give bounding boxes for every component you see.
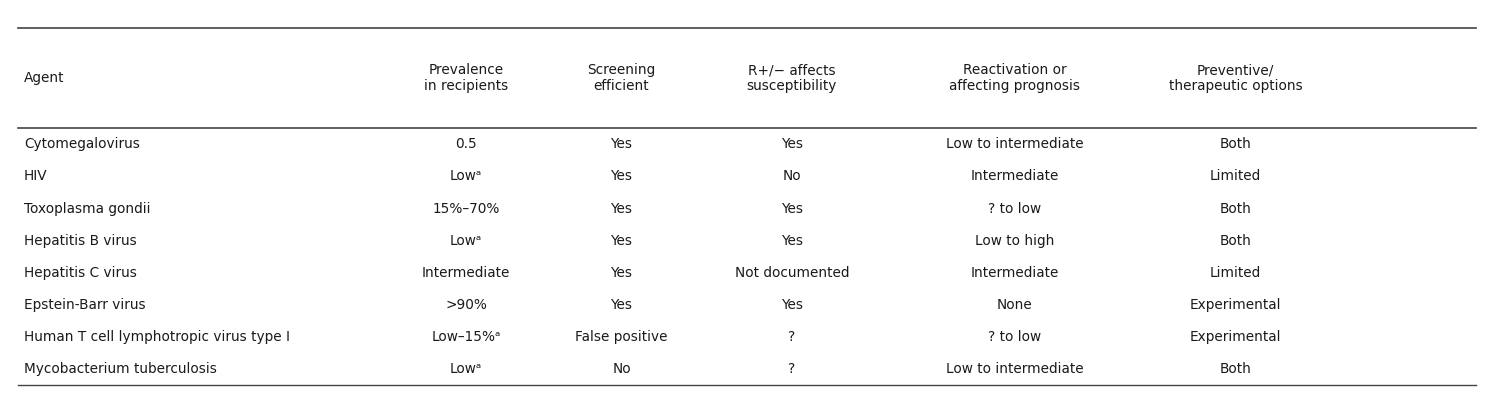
Text: Low to intermediate: Low to intermediate [946, 138, 1083, 151]
Text: Epstein-Barr virus: Epstein-Barr virus [24, 298, 145, 312]
Text: Yes: Yes [611, 170, 632, 183]
Text: Prevalence
in recipients: Prevalence in recipients [424, 63, 508, 93]
Text: Low–15%ᵃ: Low–15%ᵃ [432, 330, 500, 344]
Text: Yes: Yes [781, 298, 802, 312]
Text: Yes: Yes [611, 202, 632, 215]
Text: ? to low: ? to low [988, 330, 1041, 344]
Text: Limited: Limited [1210, 266, 1261, 279]
Text: Intermediate: Intermediate [970, 170, 1059, 183]
Text: Experimental: Experimental [1189, 330, 1282, 344]
Text: Both: Both [1219, 138, 1252, 151]
Text: Mycobacterium tuberculosis: Mycobacterium tuberculosis [24, 362, 217, 376]
Text: Yes: Yes [781, 234, 802, 247]
Text: No: No [613, 362, 630, 376]
Text: ?: ? [789, 330, 795, 344]
Text: Reactivation or
affecting prognosis: Reactivation or affecting prognosis [949, 63, 1080, 93]
Text: Yes: Yes [781, 202, 802, 215]
Text: Lowᵃ: Lowᵃ [450, 362, 483, 376]
Text: R+/− affects
susceptibility: R+/− affects susceptibility [747, 63, 837, 93]
Text: >90%: >90% [445, 298, 487, 312]
Text: Low to high: Low to high [974, 234, 1055, 247]
Text: Both: Both [1219, 234, 1252, 247]
Text: Experimental: Experimental [1189, 298, 1282, 312]
Text: None: None [996, 298, 1032, 312]
Text: Both: Both [1219, 362, 1252, 376]
Text: No: No [783, 170, 801, 183]
Text: Screening
efficient: Screening efficient [587, 63, 656, 93]
Text: Toxoplasma gondii: Toxoplasma gondii [24, 202, 151, 215]
Text: Yes: Yes [611, 234, 632, 247]
Text: 0.5: 0.5 [456, 138, 477, 151]
Text: HIV: HIV [24, 170, 48, 183]
Text: Lowᵃ: Lowᵃ [450, 234, 483, 247]
Text: Hepatitis C virus: Hepatitis C virus [24, 266, 137, 279]
Text: Yes: Yes [611, 298, 632, 312]
Text: Lowᵃ: Lowᵃ [450, 170, 483, 183]
Text: Limited: Limited [1210, 170, 1261, 183]
Text: Cytomegalovirus: Cytomegalovirus [24, 138, 140, 151]
Text: Both: Both [1219, 202, 1252, 215]
Text: ?: ? [789, 362, 795, 376]
Text: Yes: Yes [611, 266, 632, 279]
Text: Yes: Yes [611, 138, 632, 151]
Text: Intermediate: Intermediate [970, 266, 1059, 279]
Text: Low to intermediate: Low to intermediate [946, 362, 1083, 376]
Text: False positive: False positive [575, 330, 668, 344]
Text: Agent: Agent [24, 71, 64, 85]
Text: Hepatitis B virus: Hepatitis B virus [24, 234, 136, 247]
Text: Not documented: Not documented [735, 266, 849, 279]
Text: Human T cell lymphotropic virus type I: Human T cell lymphotropic virus type I [24, 330, 290, 344]
Text: ? to low: ? to low [988, 202, 1041, 215]
Text: 15%–70%: 15%–70% [432, 202, 500, 215]
Text: Intermediate: Intermediate [421, 266, 511, 279]
Text: Preventive/
therapeutic options: Preventive/ therapeutic options [1168, 63, 1303, 93]
Text: Yes: Yes [781, 138, 802, 151]
